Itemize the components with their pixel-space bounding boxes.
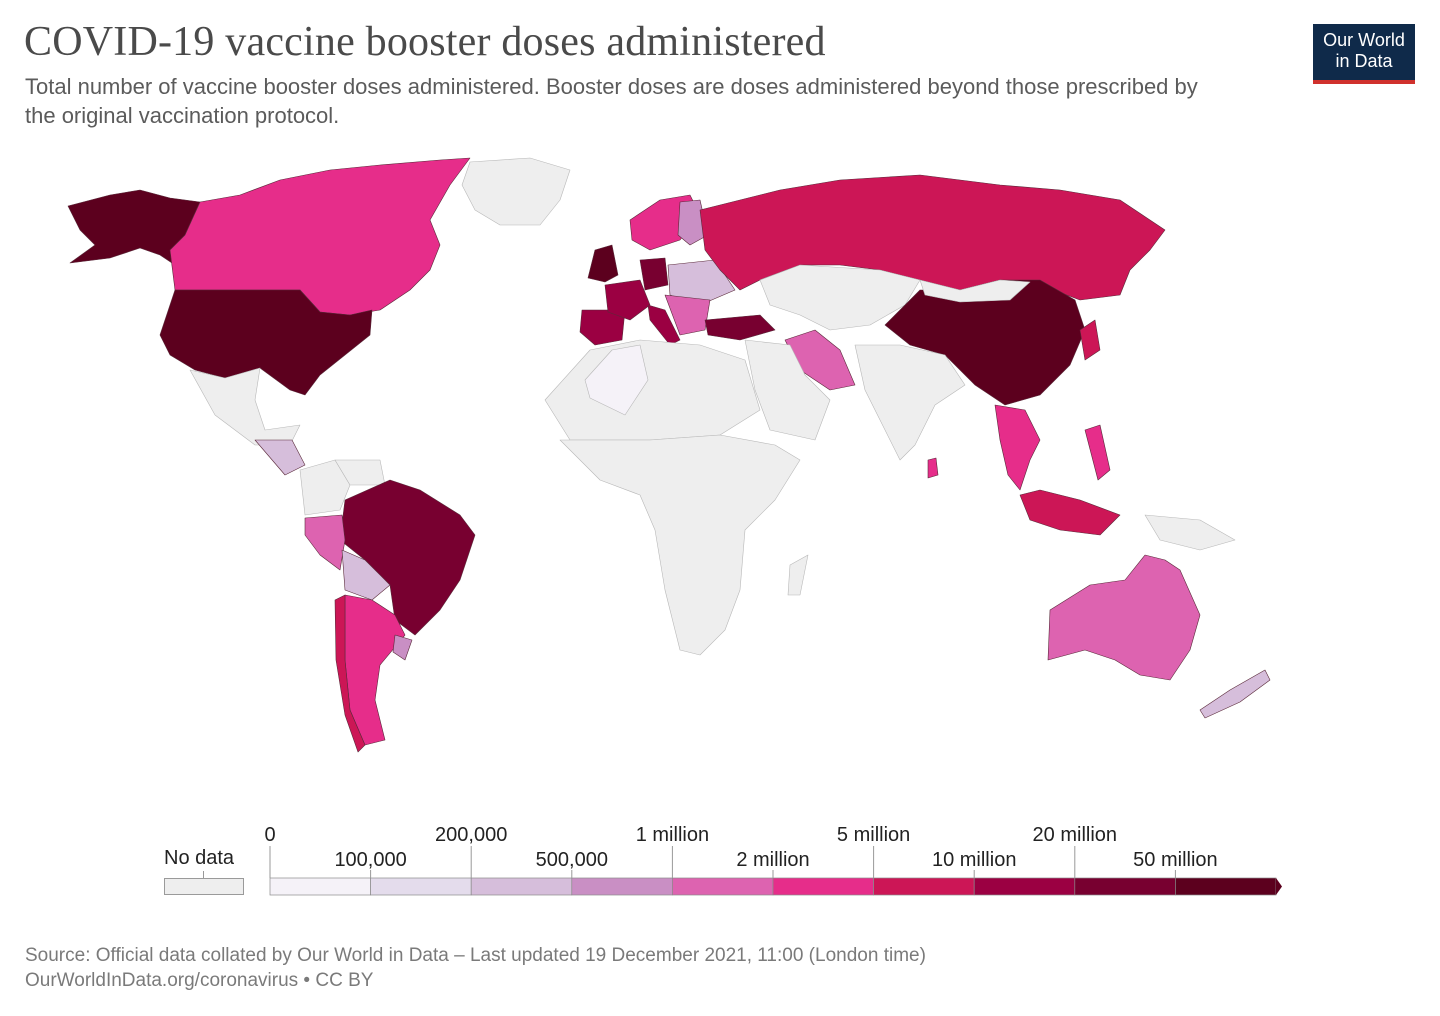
region-colombia[interactable] <box>299 459 351 516</box>
legend-label-top-3: 5 million <box>837 824 910 846</box>
region-sri-lanka[interactable] <box>927 457 939 479</box>
region-sub-saharan-africa[interactable] <box>559 434 801 656</box>
chart-title: COVID-19 vaccine booster doses administe… <box>24 19 826 65</box>
logo-accent-bar <box>1313 80 1415 84</box>
legend-label-top-0: 0 <box>264 824 275 846</box>
region-philippines[interactable] <box>1084 424 1111 481</box>
region-france[interactable] <box>604 279 651 321</box>
legend-bin-5[interactable] <box>772 877 874 896</box>
region-madagascar[interactable] <box>787 554 809 596</box>
logo-line-2: in Data <box>1335 51 1393 71</box>
region-thailand-indochina[interactable] <box>994 404 1041 491</box>
legend-bin-9[interactable] <box>1175 877 1277 896</box>
region-united-kingdom[interactable] <box>587 244 619 283</box>
region-algeria[interactable] <box>584 344 649 416</box>
region-bolivia[interactable] <box>341 549 391 601</box>
region-alaska[interactable] <box>67 189 201 266</box>
legend-bin-2[interactable] <box>470 877 573 896</box>
legend-label-top-2: 1 million <box>636 824 709 846</box>
region-kazakhstan-central-asia[interactable] <box>759 264 921 331</box>
logo-line-1: Our World <box>1323 30 1405 50</box>
region-germany[interactable] <box>639 257 669 291</box>
region-central-america[interactable] <box>254 439 306 476</box>
legend-bin-8[interactable] <box>1074 877 1176 896</box>
legend-bin-6[interactable] <box>873 877 975 896</box>
no-data-label: No data <box>164 847 235 869</box>
region-malaysia-indonesia[interactable] <box>1019 489 1121 536</box>
legend-arrow <box>1276 878 1282 895</box>
legend-label-bottom-4: 50 million <box>1133 849 1217 871</box>
region-italy[interactable] <box>647 304 681 346</box>
source-text: Source: Official data collated by Our Wo… <box>25 945 926 966</box>
region-middle-east[interactable] <box>744 339 831 441</box>
legend-label-bottom-1: 500,000 <box>536 849 608 871</box>
region-mexico[interactable] <box>189 367 301 446</box>
no-data-tick <box>203 871 204 878</box>
region-new-zealand[interactable] <box>1199 669 1271 719</box>
region-papua[interactable] <box>1144 514 1236 551</box>
legend-bin-0[interactable] <box>269 877 371 896</box>
legend-label-top-1: 200,000 <box>435 824 507 846</box>
legend-label-bottom-0: 100,000 <box>334 849 406 871</box>
legend-bin-1[interactable] <box>370 877 472 896</box>
region-korea-japan[interactable] <box>1079 319 1101 361</box>
source-url[interactable]: OurWorldInData.org/coronavirus • CC BY <box>25 970 374 991</box>
region-united-states[interactable] <box>159 289 373 396</box>
legend-label-bottom-2: 2 million <box>736 849 809 871</box>
chart-subtitle: Total number of vaccine booster doses ad… <box>25 74 1198 128</box>
legend-bin-7[interactable] <box>973 877 1076 896</box>
region-turkey[interactable] <box>704 314 776 341</box>
region-balkans[interactable] <box>664 294 711 336</box>
region-chile[interactable] <box>334 594 366 753</box>
region-greenland[interactable] <box>461 157 571 226</box>
color-legend[interactable]: 0 200,000 1 million 5 million 20 million 100,… <box>0 820 1440 910</box>
legend-bin-3[interactable] <box>571 877 673 896</box>
region-eastern-europe[interactable] <box>667 259 736 306</box>
legend-bin-4[interactable] <box>672 877 774 896</box>
owid-logo[interactable]: Our World in Data <box>1313 24 1415 84</box>
no-data-swatch <box>164 878 244 895</box>
region-australia[interactable] <box>1047 554 1201 681</box>
region-india[interactable] <box>854 344 966 461</box>
region-uruguay[interactable] <box>392 634 413 661</box>
legend-label-bottom-3: 10 million <box>932 849 1016 871</box>
source-note: Source: Official data collated by Our Wo… <box>25 943 926 993</box>
region-peru[interactable] <box>304 514 346 571</box>
world-map[interactable] <box>0 140 1440 780</box>
legend-label-top-4: 20 million <box>1033 824 1117 846</box>
region-mongolia[interactable] <box>919 279 1031 303</box>
